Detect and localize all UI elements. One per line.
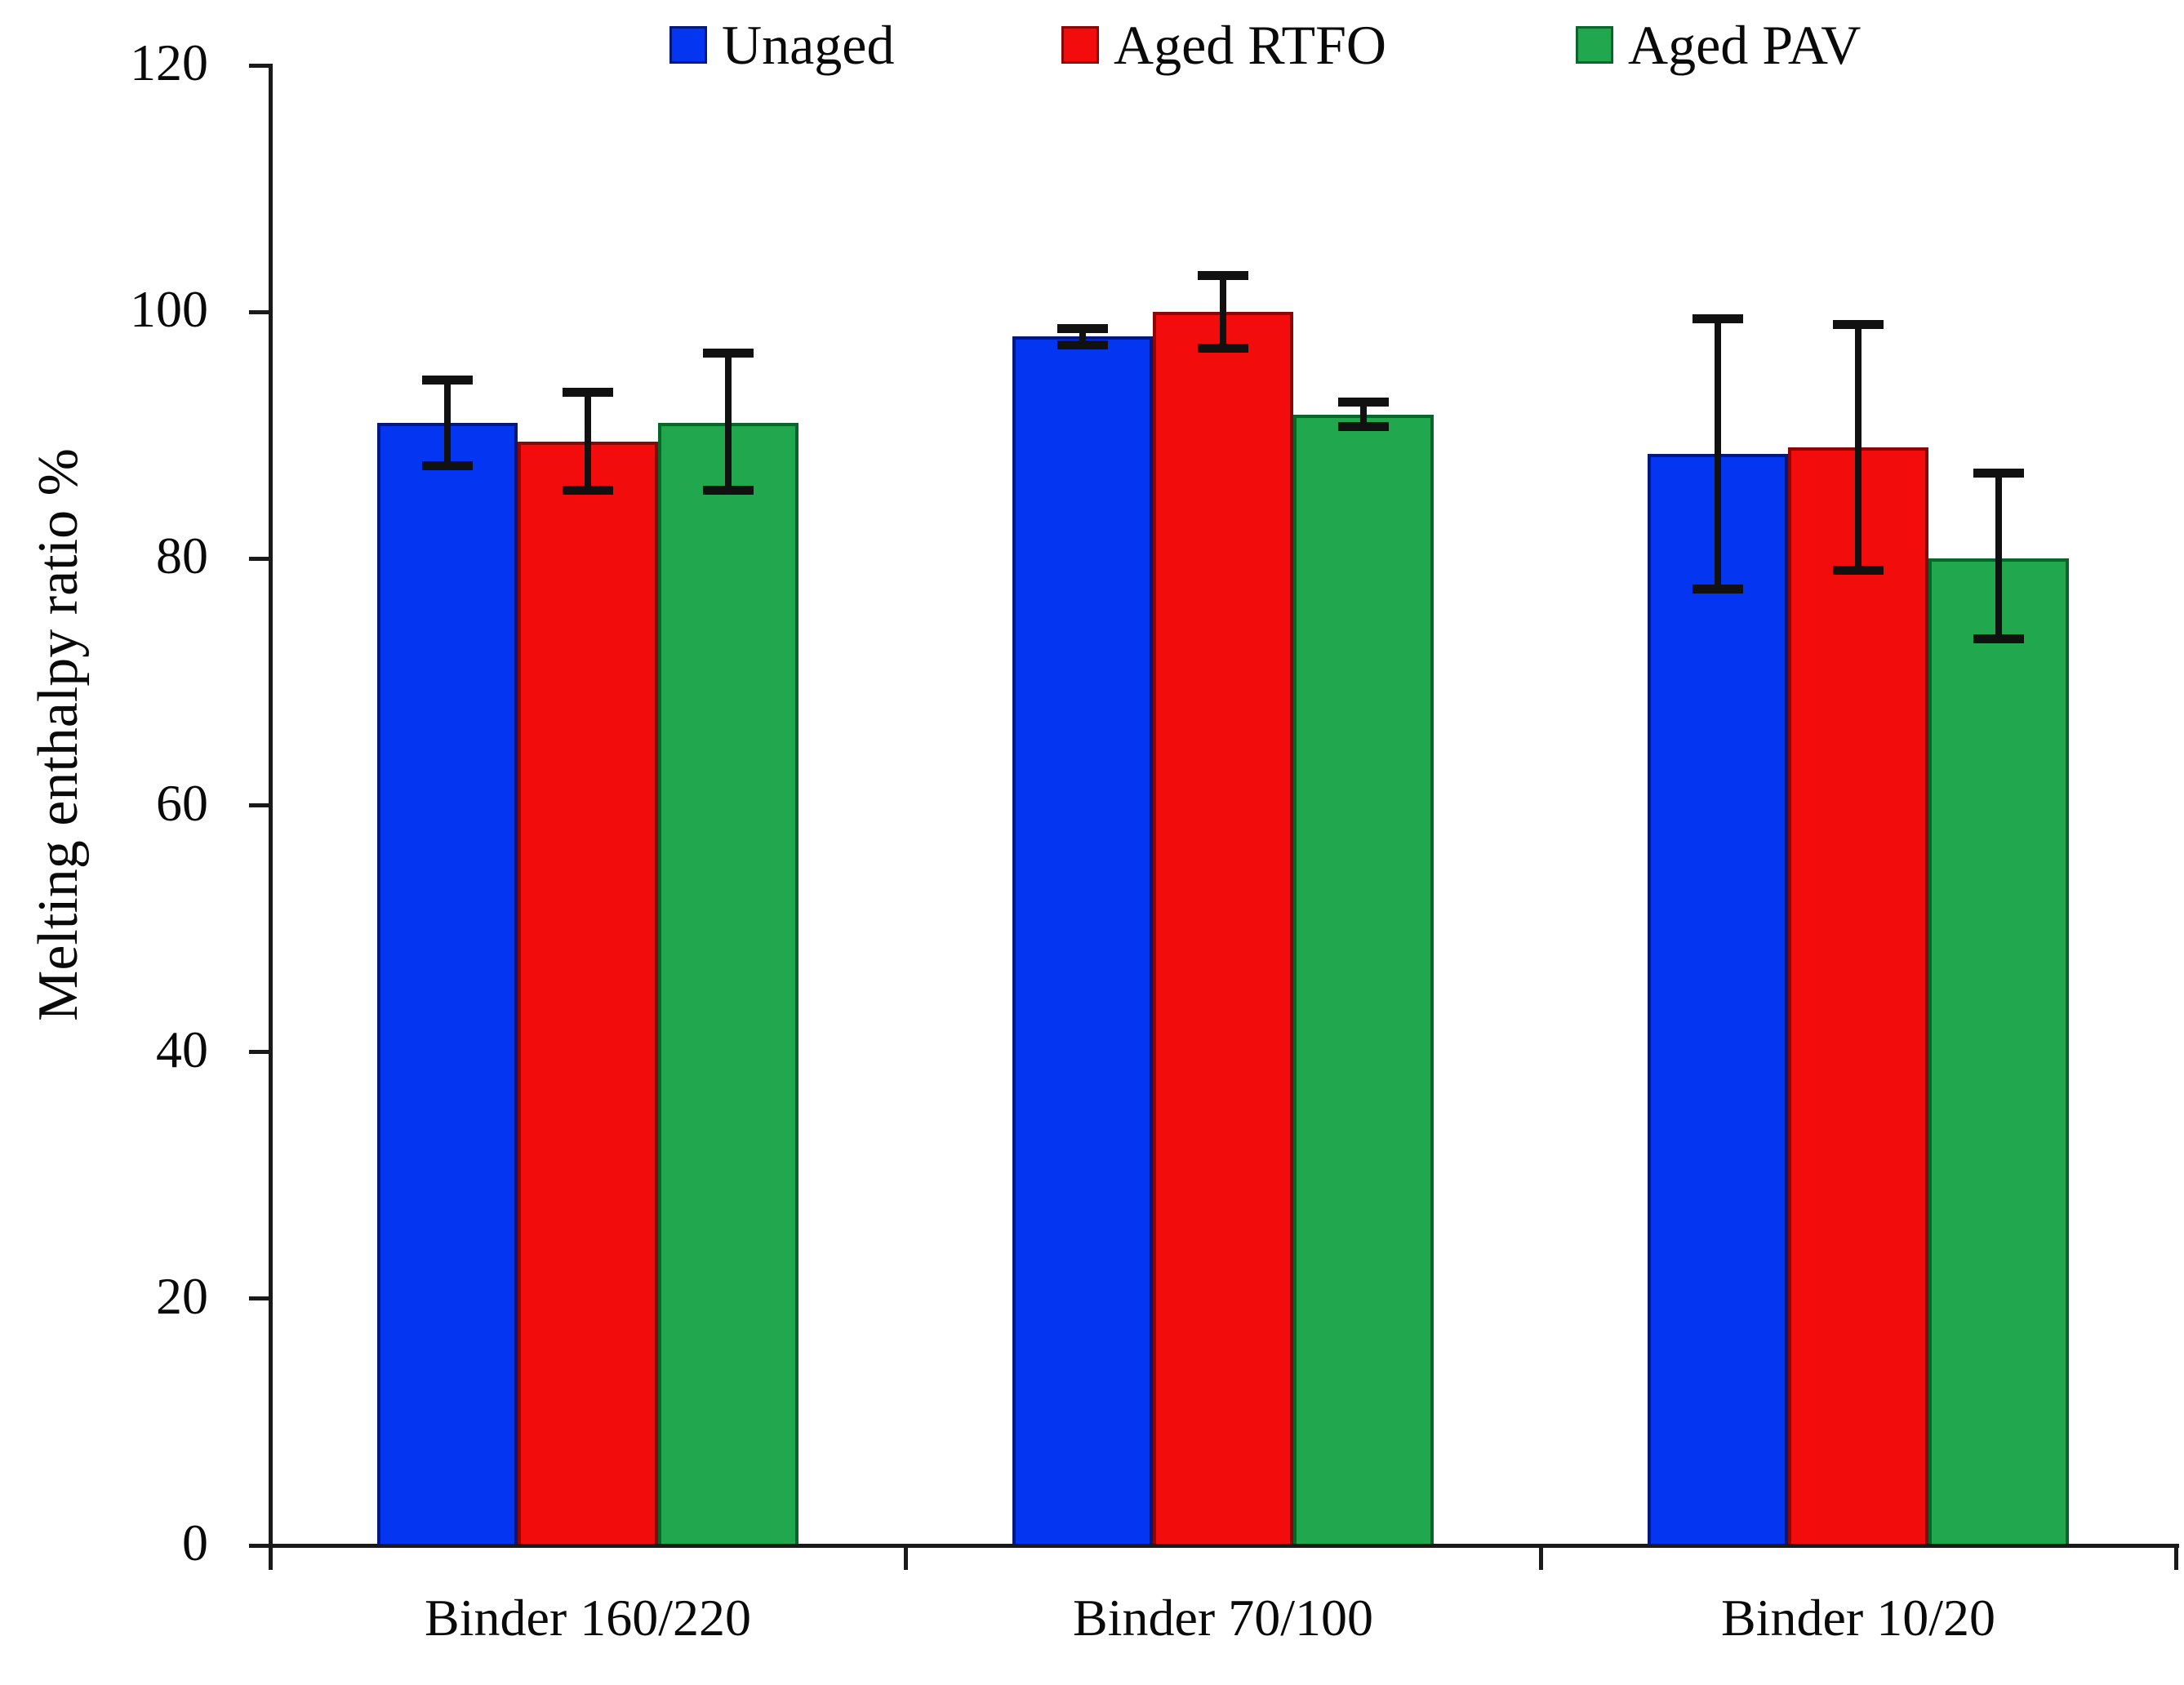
- error-bar-line: [1995, 472, 2002, 639]
- legend-label: Aged PAV: [1628, 13, 1862, 76]
- error-bar-line: [1360, 402, 1367, 427]
- legend-label: Unaged: [722, 13, 895, 76]
- error-bar-cap-top: [1973, 468, 2024, 478]
- error-bar-cap-top: [1338, 398, 1389, 407]
- error-bar-cap-top: [1692, 313, 1743, 323]
- error-bar-cap-bottom: [1338, 421, 1389, 431]
- y-tick: [249, 556, 270, 561]
- error-bar-line: [1079, 327, 1086, 345]
- y-tick-label: 80: [156, 527, 208, 585]
- error-bar-line: [1855, 324, 1862, 571]
- category-label: Binder 160/220: [425, 1589, 751, 1647]
- error-bar-cap-top: [703, 349, 754, 358]
- y-tick: [249, 63, 270, 68]
- bar-aged-pav: [1928, 558, 2069, 1545]
- chart-legend: Unaged Aged RTFO Aged PAV: [0, 0, 2184, 98]
- bar-unaged: [1012, 336, 1153, 1545]
- legend-label: Aged RTFO: [1114, 13, 1387, 76]
- category-label: Binder 70/100: [1073, 1589, 1373, 1647]
- y-tick: [249, 1543, 270, 1548]
- error-bar-cap-top: [1833, 320, 1884, 330]
- bar-aged-rtfo: [1153, 312, 1293, 1545]
- error-bar-line: [1715, 318, 1721, 590]
- error-bar-cap-bottom: [1692, 585, 1743, 594]
- error-bar-cap-bottom: [422, 461, 473, 471]
- error-bar-line: [1220, 274, 1226, 349]
- y-tick: [249, 309, 270, 314]
- legend-item-aged-rtfo: Aged RTFO: [1061, 8, 1386, 82]
- x-axis-line: [269, 1544, 2179, 1548]
- bar-aged-rtfo: [518, 441, 658, 1545]
- y-tick-label: 60: [156, 773, 208, 832]
- category-label: Binder 10/20: [1721, 1589, 1995, 1647]
- bar-aged-pav: [1293, 414, 1434, 1545]
- error-bar-cap-bottom: [1057, 340, 1108, 349]
- legend-swatch-icon: [1061, 26, 1099, 64]
- error-bar-cap-bottom: [1833, 566, 1884, 576]
- bar-unaged: [1648, 453, 1788, 1545]
- x-tick: [2173, 1545, 2178, 1570]
- y-tick-label: 100: [130, 280, 208, 339]
- error-bar-cap-top: [1057, 323, 1108, 333]
- y-axis-line: [269, 64, 273, 1548]
- y-tick: [249, 803, 270, 807]
- bar-aged-rtfo: [1788, 447, 1928, 1545]
- legend-swatch-icon: [669, 26, 707, 64]
- bar-unaged: [377, 423, 518, 1545]
- bar-aged-pav: [658, 423, 798, 1545]
- error-bar-cap-top: [422, 376, 473, 385]
- legend-swatch-icon: [1576, 26, 1613, 64]
- error-bar-cap-bottom: [563, 486, 613, 496]
- error-bar-cap-bottom: [1973, 634, 2024, 643]
- error-bar-cap-top: [563, 388, 613, 398]
- error-bar-line: [585, 392, 591, 491]
- error-bar-line: [725, 353, 732, 491]
- x-tick: [903, 1545, 908, 1570]
- error-bar-line: [444, 380, 451, 466]
- legend-item-aged-pav: Aged PAV: [1576, 8, 1861, 82]
- y-tick: [249, 1296, 270, 1301]
- x-tick: [1538, 1545, 1543, 1570]
- y-tick: [249, 1050, 270, 1055]
- y-tick-label: 120: [130, 33, 208, 91]
- legend-item-unaged: Unaged: [669, 8, 894, 82]
- y-tick-label: 20: [156, 1266, 208, 1325]
- y-tick-label: 40: [156, 1020, 208, 1078]
- error-bar-cap-top: [1198, 270, 1248, 280]
- error-bar-cap-bottom: [703, 486, 754, 496]
- x-tick: [268, 1545, 273, 1570]
- error-bar-cap-bottom: [1198, 344, 1248, 353]
- y-tick-label: 0: [182, 1514, 208, 1572]
